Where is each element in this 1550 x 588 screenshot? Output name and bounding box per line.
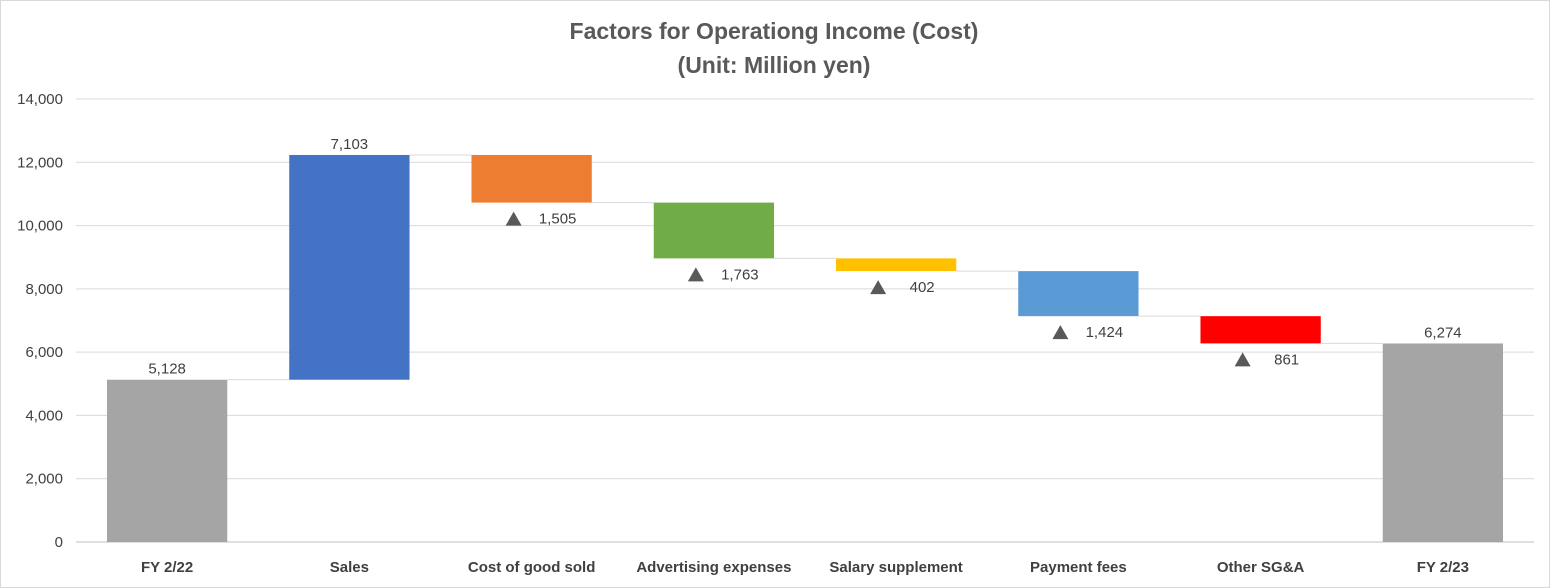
x-tick-label: Advertising expenses — [636, 559, 791, 576]
decrease-marker — [870, 280, 887, 295]
bar-fy-2-22 — [106, 379, 228, 542]
y-tick-label: 12,000 — [17, 154, 63, 171]
x-tick-label: Sales — [330, 559, 369, 576]
bar-other-sg-a — [1200, 316, 1321, 344]
bar-salary-supplement — [835, 258, 957, 272]
y-tick-label: 2,000 — [25, 471, 63, 488]
data-label: 861 — [1274, 351, 1299, 368]
chart-title: Factors for Operationg Income (Cost) — [570, 18, 979, 44]
decrease-marker — [1234, 352, 1251, 367]
x-tick-label: FY 2/23 — [1417, 559, 1469, 576]
bar-fy-2-23 — [1382, 343, 1504, 542]
data-label: 402 — [910, 279, 935, 296]
data-label: 1,424 — [1086, 324, 1124, 341]
bar-advertising-expenses — [653, 202, 775, 259]
data-label: 6,274 — [1424, 324, 1462, 341]
x-tick-label: Payment fees — [1030, 559, 1127, 576]
decrease-marker — [687, 267, 704, 282]
decrease-marker — [1052, 325, 1069, 340]
data-label: 5,128 — [148, 361, 186, 378]
y-tick-label: 14,000 — [17, 91, 63, 108]
bar-cost-of-good-sold — [471, 154, 592, 203]
data-label: 7,103 — [331, 136, 369, 153]
x-tick-label: Other SG&A — [1217, 559, 1305, 576]
x-tick-label: Salary supplement — [829, 559, 962, 576]
y-tick-label: 8,000 — [25, 281, 63, 298]
y-tick-label: 0 — [55, 534, 63, 551]
x-axis: FY 2/22 Sales Cost of good sold Advertising… — [141, 559, 1469, 576]
y-tick-label: 6,000 — [25, 344, 63, 361]
connectors — [227, 154, 1383, 381]
bar-payment-fees — [1018, 271, 1139, 317]
chart-subtitle: (Unit: Million yen) — [678, 52, 871, 78]
bars — [106, 154, 1504, 542]
x-tick-label: FY 2/22 — [141, 559, 193, 576]
data-label: 1,763 — [721, 266, 759, 283]
y-tick-label: 10,000 — [17, 218, 63, 235]
decrease-marker — [505, 211, 522, 226]
x-tick-label: Cost of good sold — [468, 559, 595, 576]
y-axis: 0 2,000 4,000 6,000 8,000 10,000 12,000 14,000 — [17, 91, 63, 551]
bar-sales — [289, 154, 410, 380]
data-label: 1,505 — [539, 211, 577, 228]
y-tick-label: 4,000 — [25, 407, 63, 424]
data-labels: 5,128 7,103 1,505 1,763 402 1,424 861 6,274 — [148, 136, 1461, 378]
